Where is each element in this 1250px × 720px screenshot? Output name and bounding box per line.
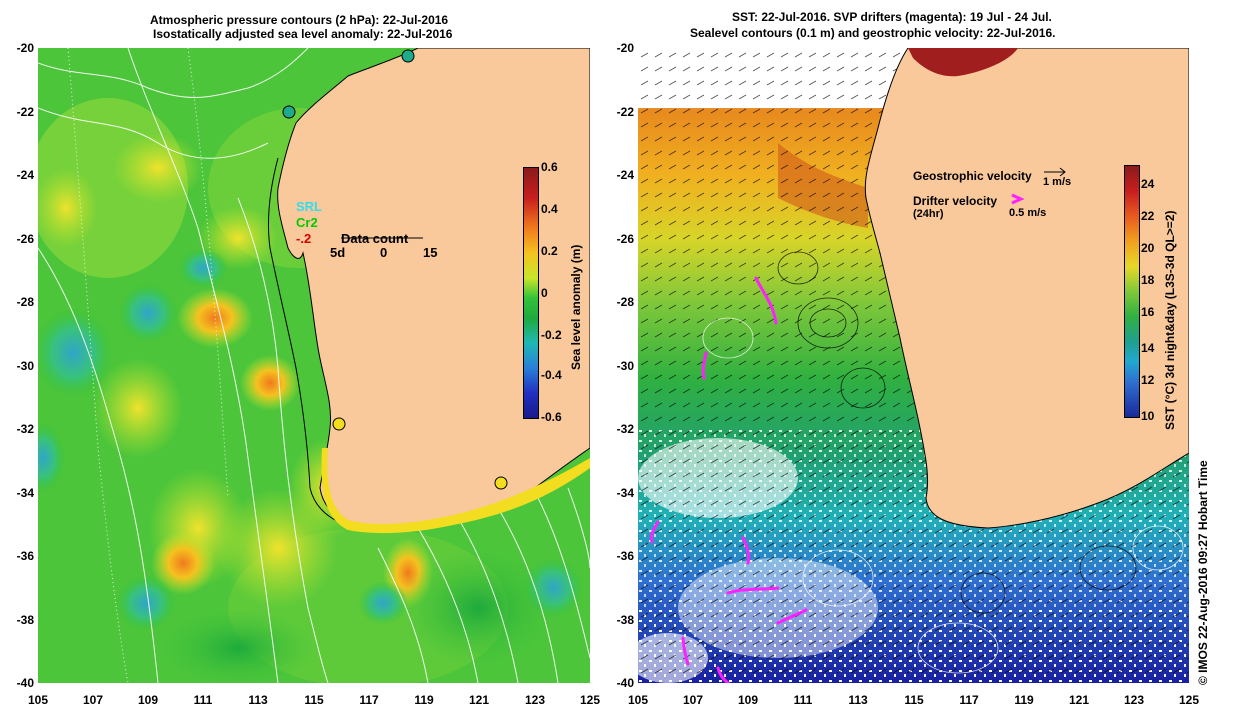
right-lon-tick-1: 107 bbox=[682, 693, 704, 707]
drifter-arrow bbox=[1011, 193, 1024, 205]
left-lat-tick-3: -26 bbox=[16, 232, 34, 246]
value-label: -.2 bbox=[296, 231, 312, 246]
left-lat-tick-1: -22 bbox=[16, 105, 34, 119]
left-lon-tick-1: 107 bbox=[82, 693, 104, 707]
left-lon-tick-6: 117 bbox=[359, 693, 379, 707]
sst-colorbar bbox=[1124, 165, 1140, 418]
right-title-line1: SST: 22-Jul-2016. SVP drifters (magenta)… bbox=[732, 10, 1052, 24]
left-title-line2: Isostatically adjusted sea level anomaly… bbox=[153, 27, 453, 41]
sea-level-map bbox=[38, 48, 590, 683]
sst-map-graphic bbox=[638, 48, 1189, 683]
right-lat-tick-5: -30 bbox=[616, 359, 634, 373]
left-lon-tick-2: 109 bbox=[137, 693, 159, 707]
drifter-velocity-sublabel: (24hr) bbox=[913, 208, 944, 220]
left-lon-tick-5: 115 bbox=[304, 693, 324, 707]
cr2-label: Cr2 bbox=[296, 215, 318, 230]
right-lon-tick-9: 123 bbox=[1123, 693, 1145, 707]
sst-cb-label: SST (°C) 3d night&day (L3S-3d QL>=2) bbox=[1163, 210, 1177, 431]
left-lon-tick-8: 121 bbox=[468, 693, 490, 707]
right-lon-tick-0: 105 bbox=[627, 693, 649, 707]
drifter-velocity-label: Drifter velocity bbox=[913, 194, 998, 208]
left-lon-tick-3: 111 bbox=[193, 693, 213, 707]
right-lat-tick-0: -20 bbox=[616, 41, 634, 55]
geo-velocity-label: Geostrophic velocity bbox=[913, 169, 1032, 183]
sl-cb-tick-5: -0.4 bbox=[541, 368, 562, 382]
right-lat-tick-10: -40 bbox=[616, 676, 634, 690]
drifter-velocity-scale: 0.5 m/s bbox=[1009, 207, 1047, 219]
right-lat-tick-6: -32 bbox=[616, 422, 634, 436]
srl-label: SRL bbox=[296, 199, 322, 214]
right-lat-tick-1: -22 bbox=[616, 105, 634, 119]
left-lat-tick-0: -20 bbox=[16, 41, 34, 55]
right-lat-tick-4: -28 bbox=[616, 295, 634, 309]
left-lat-tick-9: -38 bbox=[16, 613, 34, 627]
data-count-tick-0: 5d bbox=[330, 245, 346, 260]
left-lat-tick-4: -28 bbox=[16, 295, 34, 309]
right-lon-tick-4: 113 bbox=[848, 693, 868, 707]
right-lon-tick-6: 117 bbox=[959, 693, 979, 707]
sst-cb-tick-4: 16 bbox=[1141, 305, 1155, 319]
sea-level-map-graphic bbox=[38, 48, 590, 683]
sl-cb-tick-2: 0.2 bbox=[541, 244, 558, 258]
right-lon-tick-3: 111 bbox=[793, 693, 813, 707]
right-lon-tick-7: 119 bbox=[1014, 693, 1034, 707]
left-lat-tick-10: -40 bbox=[16, 676, 34, 690]
sst-cb-tick-5: 14 bbox=[1141, 341, 1155, 355]
sea-level-colorbar bbox=[523, 167, 539, 419]
left-lat-tick-7: -34 bbox=[16, 486, 34, 500]
left-lon-tick-10: 125 bbox=[579, 693, 601, 707]
geo-velocity-arrow bbox=[1044, 167, 1066, 177]
left-lat-tick-8: -36 bbox=[16, 549, 34, 563]
right-lon-tick-5: 115 bbox=[904, 693, 924, 707]
left-lon-tick-9: 123 bbox=[524, 693, 546, 707]
left-lon-tick-4: 113 bbox=[248, 693, 268, 707]
sl-cb-tick-0: 0.6 bbox=[541, 160, 558, 174]
sst-cb-tick-2: 20 bbox=[1141, 241, 1155, 255]
sl-cb-tick-3: 0 bbox=[541, 286, 548, 300]
imos-credit: © IMOS 22-Aug-2016 09:27 Hobart Time bbox=[1196, 460, 1210, 685]
sl-cb-tick-1: 0.4 bbox=[541, 202, 558, 216]
right-lat-tick-2: -24 bbox=[616, 168, 634, 182]
left-lat-tick-6: -32 bbox=[16, 422, 34, 436]
right-lat-tick-3: -26 bbox=[616, 232, 634, 246]
sst-cb-tick-0: 24 bbox=[1141, 177, 1155, 191]
sl-cb-tick-4: -0.2 bbox=[541, 328, 562, 342]
right-lat-tick-7: -34 bbox=[616, 486, 634, 500]
tide-gauge-markers bbox=[282, 49, 508, 490]
sst-cb-tick-6: 12 bbox=[1141, 373, 1155, 387]
sl-cb-tick-6: -0.6 bbox=[541, 410, 562, 424]
right-lat-tick-9: -38 bbox=[616, 613, 634, 627]
sst-cb-tick-7: 10 bbox=[1141, 409, 1155, 423]
right-lon-tick-10: 125 bbox=[1178, 693, 1200, 707]
geo-velocity-scale: 1 m/s bbox=[1043, 176, 1072, 188]
right-title-line2: Sealevel contours (0.1 m) and geostrophi… bbox=[690, 26, 1056, 40]
left-title-line1: Atmospheric pressure contours (2 hPa): 2… bbox=[150, 13, 449, 27]
sst-cb-tick-3: 18 bbox=[1141, 273, 1155, 287]
sst-map bbox=[638, 48, 1189, 683]
left-lon-tick-7: 119 bbox=[414, 693, 434, 707]
right-lat-tick-8: -36 bbox=[616, 549, 634, 563]
left-lon-tick-0: 105 bbox=[27, 693, 49, 707]
data-count-tick-2: 15 bbox=[423, 245, 438, 260]
sl-cb-label: Sea level anomaly (m) bbox=[569, 244, 583, 370]
left-lat-tick-2: -24 bbox=[16, 168, 34, 182]
sst-cb-tick-1: 22 bbox=[1141, 209, 1155, 223]
data-count-label: Data count bbox=[341, 231, 409, 246]
data-count-tick-1: 0 bbox=[380, 245, 388, 260]
right-lon-tick-8: 121 bbox=[1068, 693, 1090, 707]
right-lon-tick-2: 109 bbox=[737, 693, 759, 707]
left-lat-tick-5: -30 bbox=[16, 359, 34, 373]
drifter-tracks bbox=[649, 276, 808, 683]
